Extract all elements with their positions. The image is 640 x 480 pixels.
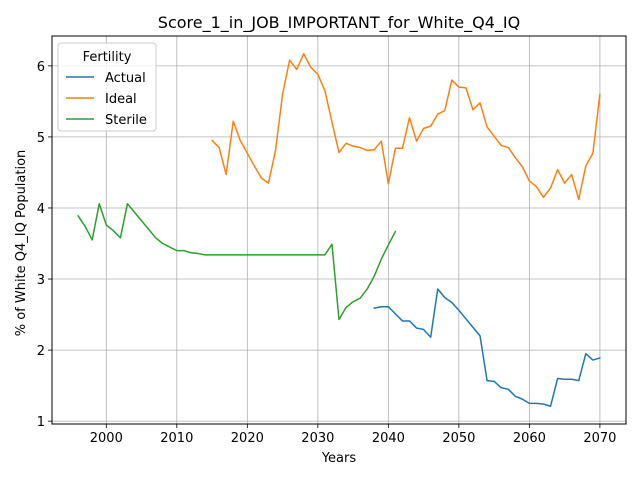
series-lines (77, 53, 601, 407)
x-tick-label: 2020 (231, 431, 264, 446)
series-line-actual (373, 288, 601, 407)
legend-label-ideal: Ideal (105, 92, 137, 107)
plot-frame (51, 35, 627, 425)
y-axis: 1 2 3 4 5 6 (37, 60, 52, 430)
x-tick-label: 2050 (442, 431, 475, 446)
y-tick-label: 5 (37, 131, 45, 146)
chart-title: Score_1_in_JOB_IMPORTANT_for_White_Q4_IQ (158, 13, 520, 33)
y-tick-label: 3 (37, 273, 45, 288)
x-tick-label: 2060 (513, 431, 546, 446)
y-tick-label: 1 (37, 415, 45, 430)
series-line-ideal (211, 53, 601, 201)
x-axis: 2000 2010 2020 2030 2040 2050 2060 2070 (90, 424, 616, 446)
x-tick-label: 2030 (301, 431, 334, 446)
y-tick-label: 2 (37, 344, 45, 359)
x-tick-label: 2070 (583, 431, 616, 446)
y-tick-label: 6 (37, 60, 45, 75)
x-tick-label: 2000 (90, 431, 123, 446)
series-line-sterile (77, 202, 397, 321)
legend-label-actual: Actual (105, 71, 146, 86)
x-tick-label: 2040 (372, 431, 405, 446)
y-axis-label: % of White Q4_IQ Population (14, 150, 29, 337)
grid (52, 36, 626, 424)
y-tick-label: 4 (37, 202, 45, 217)
x-axis-label: Years (321, 451, 357, 466)
legend-box (57, 42, 157, 132)
x-tick-label: 2010 (160, 431, 193, 446)
legend: Fertility Actual Ideal Sterile (57, 42, 157, 132)
legend-title: Fertility (83, 50, 132, 65)
legend-label-sterile: Sterile (105, 113, 147, 128)
